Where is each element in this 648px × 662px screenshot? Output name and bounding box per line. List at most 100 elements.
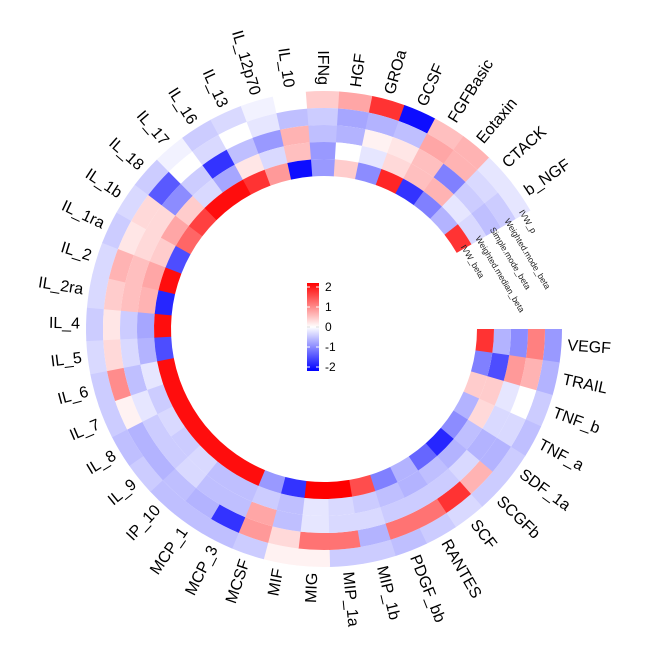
heatmap-cell xyxy=(348,474,376,497)
heatmap-cell xyxy=(492,446,526,484)
heatmap-cell xyxy=(102,212,132,250)
heatmap-cell xyxy=(308,125,338,143)
category-label: IL_16 xyxy=(164,85,200,128)
heatmap-cell xyxy=(202,149,236,179)
heatmap-cell xyxy=(296,548,331,567)
heatmap-cell xyxy=(172,398,199,427)
heatmap-cell xyxy=(457,213,487,245)
legend-colorbar xyxy=(307,283,319,371)
heatmap-cell xyxy=(117,220,147,256)
heatmap-cell xyxy=(242,169,271,195)
heatmap-cell xyxy=(212,164,244,193)
heatmap-cell xyxy=(307,107,339,126)
heatmap-cell xyxy=(375,169,404,194)
category-label: b_NGF xyxy=(521,156,573,199)
heatmap-cell xyxy=(368,95,406,122)
heatmap-cell xyxy=(436,438,467,469)
heatmap-cell xyxy=(271,509,303,532)
heatmap-cell xyxy=(509,385,537,420)
heatmap-cell xyxy=(142,445,176,481)
heatmap-cell xyxy=(264,162,292,186)
heatmap-cell xyxy=(276,493,305,515)
category-label: IL_1ra xyxy=(59,198,107,233)
category-label: MCSF xyxy=(223,557,254,606)
heatmap-cell xyxy=(156,137,193,172)
heatmap-cell xyxy=(417,455,449,485)
heatmap-cell xyxy=(387,137,420,164)
heatmap-cell xyxy=(199,433,229,462)
heatmap-cell xyxy=(283,142,312,163)
heatmap-cell xyxy=(90,370,116,407)
category-label: IL_2ra xyxy=(37,274,85,298)
heatmap-cell xyxy=(327,496,355,516)
heatmap-cell xyxy=(478,376,504,406)
heatmap-cell xyxy=(525,329,545,361)
heatmap-cell xyxy=(419,512,456,544)
heatmap-cell xyxy=(123,364,148,396)
heatmap-cell xyxy=(444,224,472,253)
heatmap-cell xyxy=(374,482,405,508)
category-label: IL_4 xyxy=(49,315,81,333)
heatmap-cell xyxy=(453,182,485,215)
heatmap-cell xyxy=(381,153,412,179)
heatmap-cell xyxy=(126,421,158,457)
legend-tick-label: 2 xyxy=(325,280,332,294)
heatmap-cell xyxy=(157,405,185,437)
heatmap-cell xyxy=(116,184,149,221)
heatmap-cell xyxy=(92,242,119,279)
heatmap-cell xyxy=(510,419,542,457)
heatmap-cell xyxy=(174,456,207,489)
heatmap-cell xyxy=(103,278,126,311)
heatmap-cell xyxy=(536,359,560,396)
category-label: MIG xyxy=(303,572,321,603)
heatmap-cell xyxy=(446,493,483,528)
heatmap-cell xyxy=(217,448,246,476)
heatmap-cell xyxy=(494,380,521,413)
heatmap-cell xyxy=(192,134,228,166)
heatmap-cell xyxy=(238,517,273,543)
heatmap-cell xyxy=(114,394,143,430)
category-label: IL_6 xyxy=(56,384,91,409)
heatmap-cell xyxy=(479,437,512,473)
heatmap-cell xyxy=(484,192,516,228)
heatmap-cell xyxy=(403,163,434,192)
heatmap-cell xyxy=(136,311,155,339)
heatmap-cell xyxy=(335,125,366,146)
heatmap-cell xyxy=(333,159,359,180)
heatmap-cell xyxy=(436,481,472,514)
heatmap-cell xyxy=(498,182,531,220)
heatmap-cell xyxy=(244,501,277,527)
heatmap-cell xyxy=(234,153,265,180)
legend-tick-label: -2 xyxy=(325,360,336,374)
heatmap-cell xyxy=(192,178,224,209)
category-label: TNF_b xyxy=(550,405,602,438)
heatmap-cell xyxy=(459,460,493,495)
heatmap-cell xyxy=(470,350,493,377)
heatmap-cell xyxy=(160,215,190,246)
category-label: FGFBasic xyxy=(445,57,497,126)
heatmap-cell xyxy=(187,444,218,475)
heatmap-cell xyxy=(354,507,386,531)
heatmap-cell xyxy=(433,163,466,195)
heatmap-cell xyxy=(427,118,464,151)
heatmap-cell xyxy=(141,260,166,291)
heatmap-cell xyxy=(252,129,285,154)
heatmap-cell xyxy=(204,192,234,221)
heatmap-cell xyxy=(154,289,176,316)
heatmap-cell xyxy=(419,133,454,164)
heatmap-cell xyxy=(411,148,444,178)
heatmap-cell xyxy=(463,371,488,399)
heatmap-cell xyxy=(120,338,141,368)
category-label: IL_2 xyxy=(59,239,94,264)
heatmap-cell xyxy=(276,108,309,130)
category-label: IL_7 xyxy=(67,416,102,444)
heatmap-cell xyxy=(154,336,174,362)
heatmap-cell xyxy=(168,151,203,184)
heatmap-cell xyxy=(465,169,499,204)
heatmap-cell xyxy=(147,383,173,415)
heatmap-cell xyxy=(310,159,336,177)
heatmap-cell xyxy=(327,479,353,499)
heatmap-cell xyxy=(298,531,330,550)
heatmap-cell xyxy=(210,105,248,135)
category-label: IL_5 xyxy=(50,350,83,371)
